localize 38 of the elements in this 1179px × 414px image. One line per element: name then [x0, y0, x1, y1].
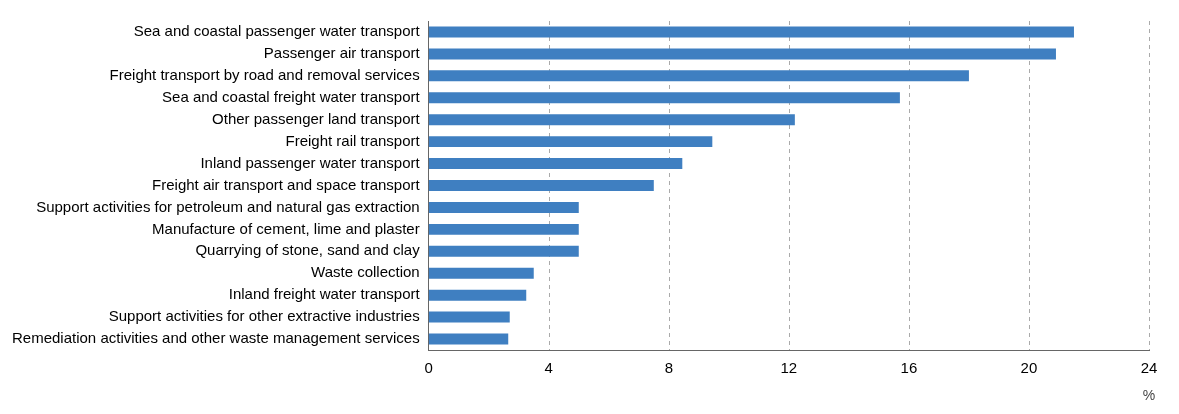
- y-tick-label: Support activities for petroleum and natural gas extraction: [36, 197, 420, 215]
- y-tick-label: Inland freight water transport: [228, 285, 421, 303]
- bar: [428, 48, 1056, 60]
- y-tick-label: Manufacture of cement, lime and plaster: [152, 219, 420, 237]
- bar: [428, 311, 510, 323]
- y-tick-label: Inland passenger water transport: [200, 153, 421, 171]
- bar: [428, 201, 579, 213]
- bar: [428, 158, 683, 170]
- bar: [428, 333, 509, 345]
- x-tick-label: 16: [900, 359, 918, 377]
- bar: [428, 289, 527, 301]
- y-tick-label: Support activities for other extractive industries: [108, 307, 420, 325]
- y-tick-label: Quarrying of stone, sand and clay: [195, 241, 421, 259]
- y-tick-label: Freight transport by road and removal services: [109, 65, 420, 83]
- x-tick-label: 24: [1140, 359, 1158, 377]
- bar: [428, 70, 969, 82]
- bar: [428, 136, 713, 148]
- bar: [428, 245, 579, 257]
- x-tick-label: 20: [1020, 359, 1038, 377]
- y-tick-label: Other passenger land transport: [212, 109, 421, 127]
- bar: [428, 267, 534, 279]
- bar: [428, 114, 795, 126]
- y-tick-label: Passenger air transport: [263, 44, 421, 62]
- x-tick-label: 0: [424, 359, 433, 377]
- y-tick-label: Sea and coastal passenger water transport: [133, 22, 421, 40]
- x-tick-label: 4: [544, 359, 553, 377]
- y-tick-label: Remediation activities and other waste management services: [12, 329, 420, 347]
- x-axis-title: %: [1142, 387, 1156, 403]
- x-tick-label: 12: [780, 359, 798, 377]
- y-tick-label: Waste collection: [311, 263, 420, 281]
- y-tick-label: Freight air transport and space transport: [152, 175, 421, 193]
- bar: [428, 180, 654, 191]
- y-tick-label: Freight rail transport: [285, 131, 421, 149]
- bar: [428, 223, 579, 235]
- y-tick-label: Sea and coastal freight water transport: [162, 87, 421, 105]
- x-tick-label: 8: [664, 359, 673, 377]
- bar: [428, 92, 900, 104]
- bar: [428, 26, 1074, 38]
